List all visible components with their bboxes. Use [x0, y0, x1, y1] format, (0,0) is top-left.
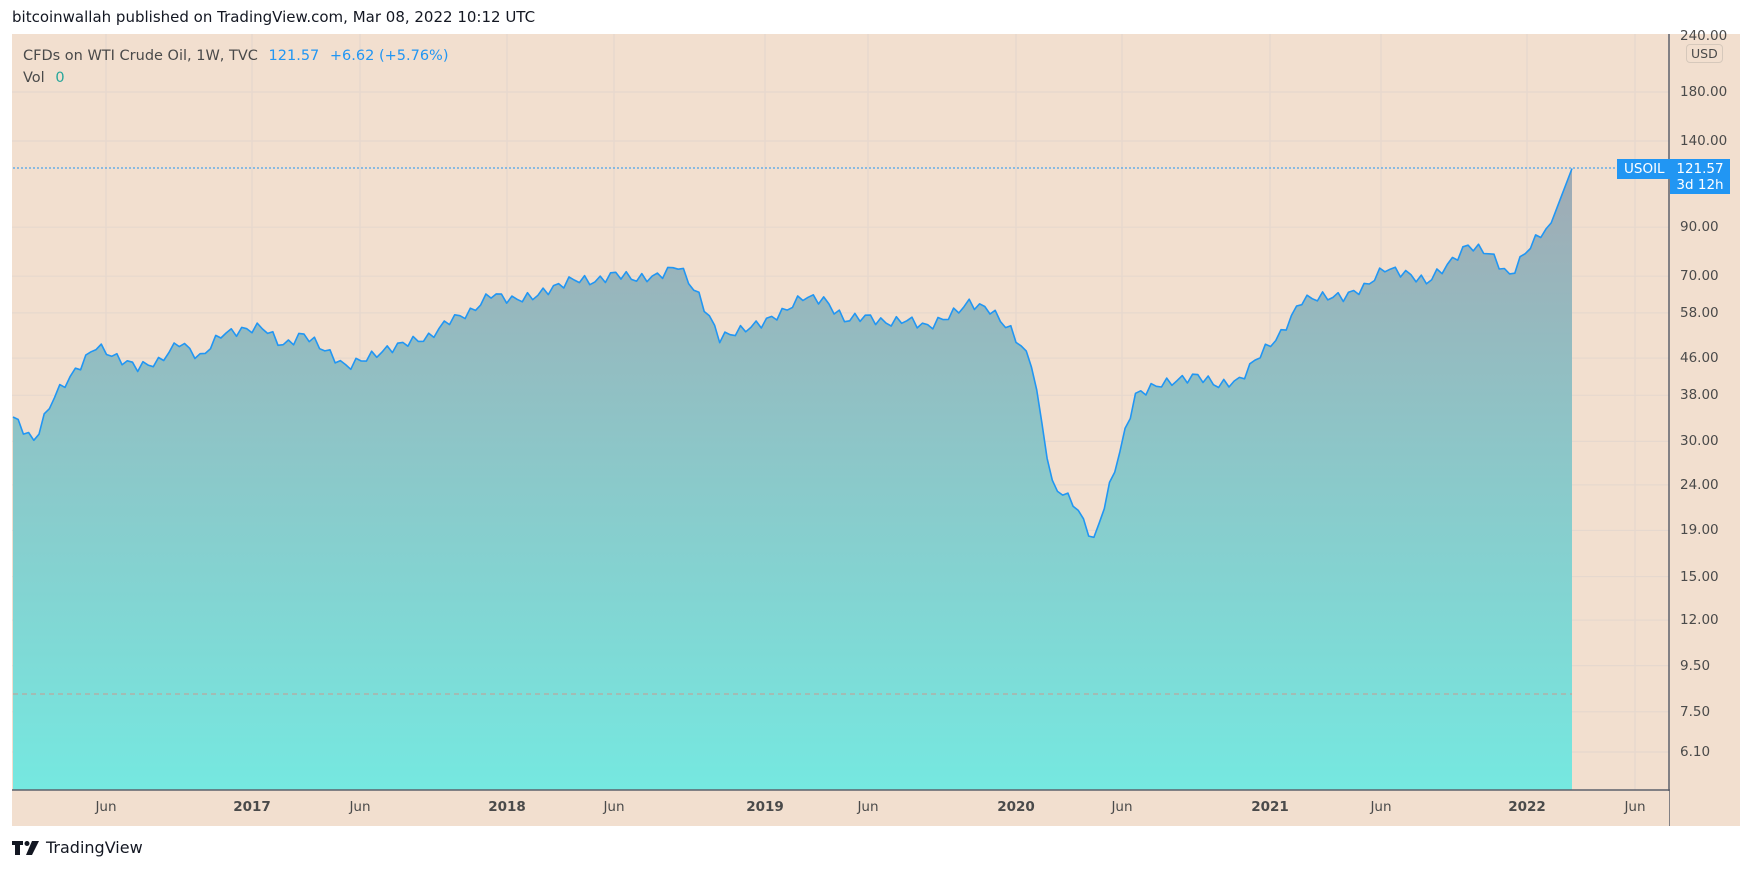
volume-value: 0: [55, 70, 65, 86]
price-area: [13, 168, 1572, 790]
footer-brand[interactable]: TradingView: [12, 838, 143, 857]
price-tick: 70.00: [1680, 268, 1719, 285]
time-tick: 2019: [746, 799, 784, 815]
last-price: 121.57: [268, 48, 320, 64]
time-tick: Jun: [857, 799, 879, 815]
time-tick: 2020: [997, 799, 1035, 815]
time-tick: 2018: [488, 799, 526, 815]
time-tick: Jun: [95, 799, 117, 815]
price-tick: 12.00: [1680, 612, 1719, 629]
volume-label: Vol: [23, 70, 45, 86]
last-price-value: 121.57: [1676, 161, 1724, 177]
price-tick: 58.00: [1680, 304, 1719, 321]
price-tick: 30.00: [1680, 433, 1719, 450]
time-tick: Jun: [1111, 799, 1133, 815]
tradingview-logo-icon: [12, 840, 39, 855]
price-tick: 90.00: [1680, 219, 1719, 236]
price-tick: 46.00: [1680, 350, 1719, 367]
price-tick: 24.00: [1680, 476, 1719, 493]
price-tick: 38.00: [1680, 387, 1719, 404]
time-tick: Jun: [603, 799, 625, 815]
time-tick: 2017: [233, 799, 271, 815]
publish-info: bitcoinwallah published on TradingView.c…: [12, 8, 536, 26]
price-tick: 9.50: [1680, 657, 1711, 674]
time-tick: Jun: [349, 799, 371, 815]
bar-countdown: 3d 12h: [1676, 177, 1724, 193]
symbol-label: USOIL: [1617, 159, 1672, 179]
price-tick: 6.10: [1680, 744, 1711, 760]
price-tick: 19.00: [1680, 522, 1719, 539]
chart-legend: CFDs on WTI Crude Oil, 1W, TVC 121.57 +6…: [23, 45, 448, 89]
price-tick: 15.00: [1680, 568, 1719, 585]
time-tick: Jun: [1624, 799, 1646, 815]
symbol-description: CFDs on WTI Crude Oil, 1W, TVC: [23, 48, 258, 64]
price-line: [12, 168, 1573, 539]
price-tick: 7.50: [1680, 703, 1711, 720]
time-tick: 2022: [1508, 799, 1546, 815]
currency-button[interactable]: USD: [1686, 44, 1723, 63]
price-change: +6.62 (+5.76%): [329, 48, 449, 64]
price-tick: 180.00: [1680, 84, 1728, 100]
price-tick: 140.00: [1680, 133, 1728, 149]
brand-name: TradingView: [46, 838, 143, 857]
time-tick: Jun: [1370, 799, 1392, 815]
price-tick: 240.00: [1680, 28, 1728, 44]
last-price-label: 121.57 3d 12h: [1670, 159, 1730, 194]
time-tick: 2021: [1251, 799, 1289, 815]
time-axis-bg: [12, 791, 1669, 826]
